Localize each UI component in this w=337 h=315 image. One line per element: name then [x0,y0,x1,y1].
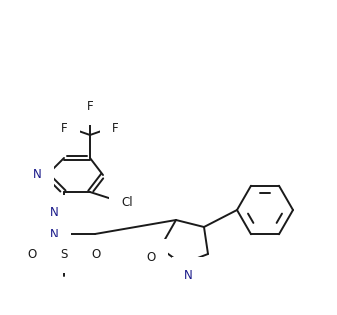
Text: N: N [50,207,59,220]
Text: N: N [50,227,59,240]
Text: O: O [147,251,156,264]
Text: F: F [61,122,68,135]
Text: O: O [28,249,37,261]
Text: Cl: Cl [121,196,133,209]
Text: O: O [91,249,100,261]
Text: N: N [33,169,42,181]
Text: N: N [184,269,193,282]
Text: S: S [60,249,68,261]
Text: F: F [112,122,119,135]
Text: F: F [87,100,93,113]
